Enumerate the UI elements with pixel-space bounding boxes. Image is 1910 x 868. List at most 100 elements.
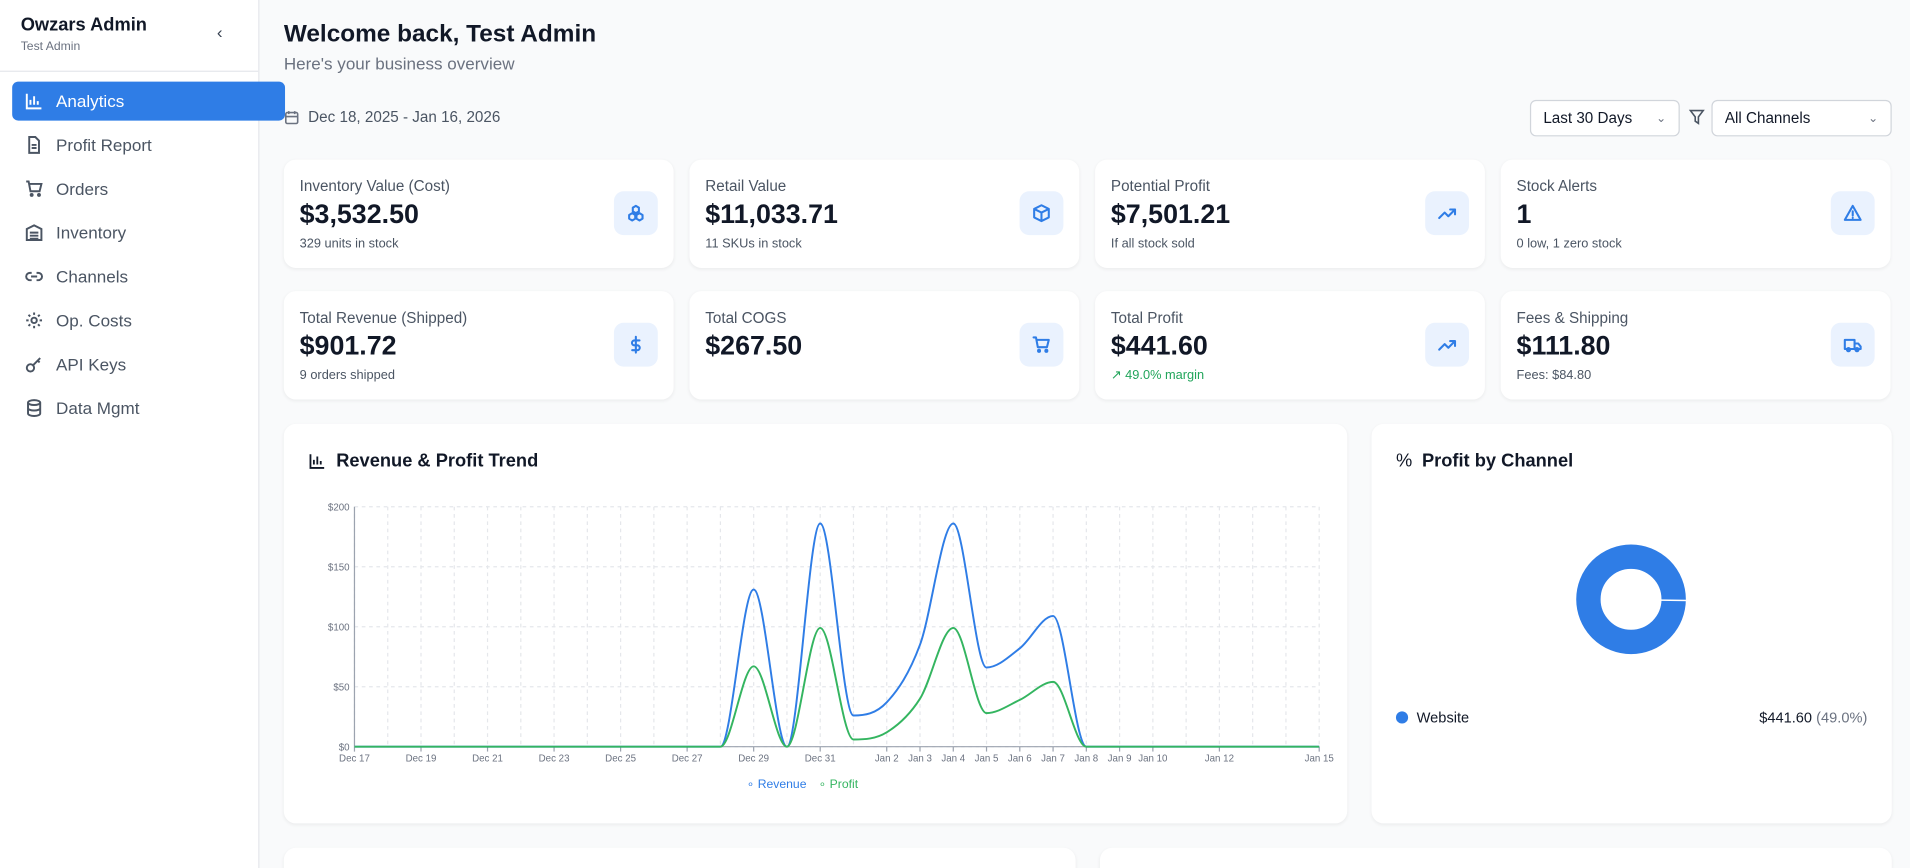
- percent-icon: %: [1395, 450, 1413, 472]
- sidebar-item-api-keys[interactable]: API Keys: [12, 345, 285, 384]
- y-tick-label: $200: [328, 502, 350, 513]
- stat-card: Total COGS $267.50: [689, 291, 1080, 400]
- stat-label: Retail Value: [705, 177, 787, 195]
- database-icon: [27, 399, 42, 417]
- chevron-left-icon[interactable]: ‹: [216, 21, 223, 42]
- x-tick-label: Dec 27: [672, 753, 703, 764]
- x-tick-label: Dec 31: [805, 753, 836, 764]
- bottom-card-left: [283, 847, 1076, 868]
- stat-label: Fees & Shipping: [1516, 309, 1629, 327]
- stat-value: $901.72: [299, 330, 397, 361]
- line-chart: $0 $50 $100 $150 $200 Dec 17 Dec 19 Dec 21 Dec 2…: [328, 502, 1334, 764]
- sidebar-item-orders[interactable]: Orders: [12, 169, 285, 208]
- x-tick-label: Jan 6: [1008, 753, 1032, 764]
- stat-icon-box: [1425, 322, 1470, 367]
- stat-card: Stock Alerts 1 0 low, 1 zero stock: [1500, 159, 1891, 268]
- date-range-text: Dec 18, 2025 - Jan 16, 2026: [308, 108, 501, 126]
- stat-card: Retail Value $11,033.71 11 SKUs in stock: [689, 159, 1080, 268]
- chart-legend: ∘ Revenue ∘ Profit: [747, 778, 858, 791]
- y-tick-label: $100: [328, 622, 350, 633]
- period-select[interactable]: Last 30 Days ⌄: [1529, 99, 1680, 137]
- stat-label: Inventory Value (Cost): [299, 177, 451, 195]
- date-range: Dec 18, 2025 - Jan 16, 2026: [284, 108, 501, 126]
- cart-icon: [1032, 336, 1050, 353]
- stat-icon-box: [1019, 191, 1064, 236]
- period-value: Last 30 Days: [1543, 109, 1633, 127]
- link-icon: [25, 271, 43, 282]
- stat-icon-box: [1830, 322, 1875, 367]
- stat-card: Inventory Value (Cost) $3,532.50 329 units…: [283, 159, 674, 268]
- sidebar-item-analytics[interactable]: Analytics: [12, 81, 286, 121]
- sidebar-nav: Analytics Profit Report Orders Inventory Cha…: [12, 81, 286, 433]
- x-tick-label: Jan 8: [1074, 753, 1098, 764]
- legend-dot: [1395, 711, 1409, 724]
- chart-title: Profit by Channel: [1421, 450, 1574, 472]
- x-tick-label: Jan 3: [908, 753, 932, 764]
- stat-card: Total Revenue (Shipped) $901.72 9 orders s…: [283, 291, 674, 400]
- x-tick-label: Dec 25: [605, 753, 636, 764]
- revenue-profit-chart-card: Revenue & Profit Trend $0 $50 $100 $150 $200…: [283, 423, 1348, 824]
- legend-profit[interactable]: ∘ Profit: [818, 778, 859, 792]
- donut-slice-website[interactable]: [1576, 544, 1686, 655]
- stat-value: 1: [1516, 198, 1532, 230]
- sidebar-item-label: Data Mgmt: [56, 398, 140, 418]
- user-name: Test Admin: [20, 40, 81, 54]
- sidebar-item-channels[interactable]: Channels: [12, 257, 285, 296]
- stat-card: Potential Profit $7,501.21 If all stock so…: [1095, 159, 1485, 268]
- sidebar-item-label: Inventory: [56, 222, 127, 243]
- bar-chart-icon: [309, 454, 325, 469]
- x-tick-label: Dec 23: [539, 753, 570, 764]
- x-tick-label: Jan 15: [1305, 753, 1334, 764]
- series-line-profit: [354, 626, 1320, 748]
- trending-up-icon: [1438, 340, 1457, 351]
- stat-subtext: 0 low, 1 zero stock: [1516, 236, 1622, 251]
- truck-icon: [1843, 338, 1862, 353]
- stat-subtext: If all stock sold: [1110, 236, 1195, 251]
- stat-value: $3,532.50: [299, 198, 419, 230]
- page-subtitle: Here's your business overview: [283, 53, 515, 74]
- filter-icon: [1688, 109, 1705, 125]
- stat-value: $267.50: [705, 330, 803, 361]
- sidebar-item-label: Profit Report: [56, 135, 152, 155]
- stat-value: $441.60: [1110, 330, 1208, 361]
- sidebar-item-label: API Keys: [56, 354, 127, 374]
- stat-label: Stock Alerts: [1516, 177, 1597, 195]
- stat-label: Total Revenue (Shipped): [299, 309, 468, 327]
- sidebar: Owzars Admin Test Admin ‹ Analytics Profi…: [0, 0, 286, 868]
- x-tick-label: Jan 5: [975, 753, 999, 764]
- channel-profit: $441.60: [1759, 708, 1813, 726]
- stat-subtext: 11 SKUs in stock: [705, 236, 802, 251]
- stat-value: $111.80: [1516, 330, 1611, 361]
- sidebar-item-data-mgmt[interactable]: Data Mgmt: [12, 389, 285, 428]
- package-icon: [1033, 204, 1050, 223]
- channel-value: All Channels: [1724, 109, 1811, 127]
- boxes-icon: [628, 204, 644, 222]
- stat-value: $11,033.71: [705, 198, 838, 230]
- page-title: Welcome back, Test Admin: [283, 20, 597, 48]
- stat-subtext: 329 units in stock: [299, 236, 399, 251]
- sidebar-item-op-costs[interactable]: Op. Costs: [12, 301, 285, 340]
- y-tick-label: $50: [333, 682, 350, 693]
- sidebar-item-profit-report[interactable]: Profit Report: [12, 125, 285, 164]
- stat-label: Total COGS: [705, 309, 787, 327]
- stat-icon-box: [613, 322, 658, 367]
- channel-legend-item: Website: [1395, 708, 1470, 726]
- legend-revenue[interactable]: ∘ Revenue: [746, 778, 807, 792]
- app-title: Owzars Admin: [20, 14, 147, 36]
- stat-icon-box: [1425, 191, 1470, 236]
- channel-name: Website: [1416, 708, 1470, 726]
- x-tick-label: Jan 9: [1108, 753, 1132, 764]
- x-tick-label: Jan 7: [1041, 753, 1065, 764]
- channel-pct: (49.0%): [1816, 708, 1868, 726]
- warehouse-icon: [25, 224, 43, 241]
- sidebar-item-label: Orders: [56, 179, 109, 199]
- donut-gap: [1643, 599, 1689, 602]
- y-tick-label: $0: [339, 742, 350, 753]
- trending-up-icon: [1438, 208, 1457, 220]
- channel-select[interactable]: All Channels ⌄: [1711, 99, 1892, 137]
- legend-label: Revenue: [757, 778, 807, 792]
- sidebar-item-inventory[interactable]: Inventory: [12, 213, 285, 252]
- bottom-card-right: [1099, 847, 1892, 868]
- x-tick-label: Jan 4: [941, 753, 965, 764]
- x-tick-label: Jan 12: [1205, 753, 1234, 764]
